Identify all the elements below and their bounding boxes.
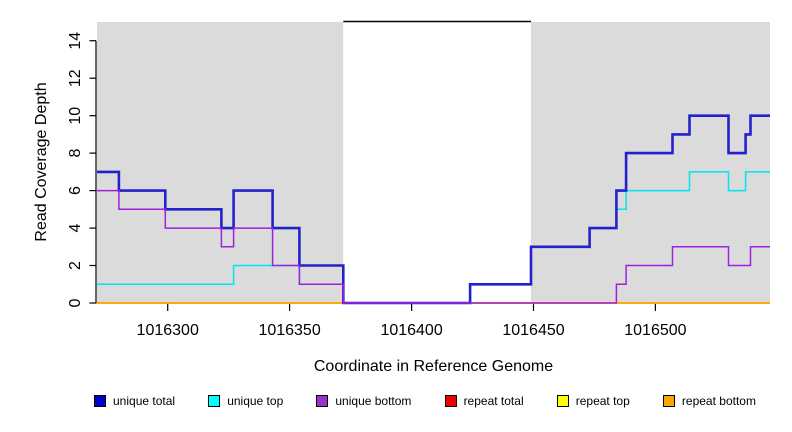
- x-tick-label: 1016500: [624, 322, 686, 339]
- legend-label: repeat top: [575, 394, 630, 408]
- x-axis-title: Coordinate in Reference Genome: [313, 358, 554, 375]
- legend-label: repeat bottom: [681, 394, 756, 408]
- x-axis: 1016300 1016350 1016400 1016450 1016500: [97, 302, 770, 339]
- y-tick-label: 14: [67, 32, 84, 50]
- legend-swatch-repeat-top: [556, 395, 569, 407]
- legend-item-repeat-total: repeat total: [444, 394, 524, 408]
- y-tick-label: 12: [67, 69, 84, 87]
- y-axis: 0 2 4 6 8 10 12 14: [67, 32, 97, 307]
- legend-swatch-repeat-total: [444, 395, 457, 407]
- y-tick-label: 8: [67, 149, 84, 158]
- legend-label: repeat total: [463, 394, 524, 408]
- y-axis-title: Read Coverage Depth: [33, 82, 50, 242]
- y-tick-label: 10: [67, 107, 84, 125]
- legend-label: unique total: [113, 394, 176, 408]
- series-unique-bottom: [97, 189, 770, 304]
- legend-item-repeat-top: repeat top: [556, 394, 630, 408]
- region-flank-right: [531, 22, 770, 303]
- series-unique-total: [97, 114, 770, 305]
- legend-item-repeat-bottom: repeat bottom: [662, 394, 756, 408]
- y-tick-label: 0: [67, 298, 84, 307]
- y-tick-label: 4: [67, 224, 84, 233]
- y-tick-label: 2: [67, 261, 84, 270]
- legend-swatch-unique-bottom: [316, 395, 329, 407]
- legend-item-unique-total: unique total: [94, 394, 175, 408]
- x-tick-label: 1016450: [502, 322, 564, 339]
- x-tick-label: 1016400: [380, 322, 442, 339]
- legend-swatch-unique-top: [208, 395, 221, 407]
- region-repeat-gap: [343, 22, 532, 303]
- x-tick-label: 1016300: [137, 322, 199, 339]
- legend-item-unique-top: unique top: [208, 394, 283, 408]
- legend-swatch-repeat-bottom: [662, 395, 675, 407]
- region-flank-left: [97, 22, 344, 303]
- legend-label: unique bottom: [335, 394, 412, 408]
- legend-item-unique-bottom: unique bottom: [316, 394, 411, 408]
- legend-swatch-unique-total: [94, 395, 106, 407]
- legend: unique total unique top unique bottom repea…: [94, 394, 756, 408]
- legend-label: unique top: [227, 394, 284, 408]
- x-tick-label: 1016350: [258, 322, 320, 339]
- y-tick-label: 6: [67, 186, 84, 195]
- background-regions: [97, 22, 770, 303]
